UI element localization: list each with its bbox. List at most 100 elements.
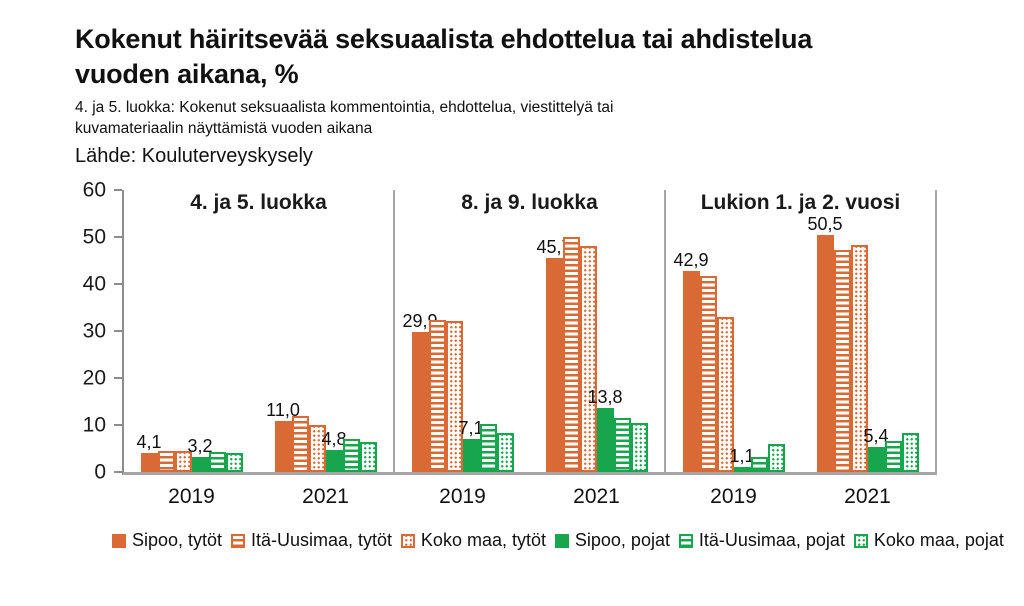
- bar-sipoo-tyt-t-2021: 45,7: [536, 238, 572, 473]
- bar-value-label: 4,8: [321, 428, 347, 449]
- y-tick-mark: [114, 330, 122, 333]
- legend-label: Koko maa, pojat: [873, 530, 1004, 551]
- bar-sipoo-pojat-2019: 7,1: [458, 419, 484, 473]
- bar-group-2019: 29,9 7,1 2019: [402, 312, 514, 508]
- bar-it-uusimaa-tyt-t-2021: [833, 250, 851, 473]
- bar-group-2019: 42,9 1,1 2019: [673, 251, 785, 508]
- bar-value-label: 5,4: [863, 426, 889, 447]
- legend-item-koko-maa-pojat: Koko maa, pojat: [853, 530, 1004, 551]
- bar-it-uusimaa-pojat-2019: [750, 456, 768, 473]
- panel-lukion-1-ja-2-vuosi: Lukion 1. ja 2. vuosi 42,9 1,1 2019 50,5 5,4 2…: [666, 190, 937, 508]
- bar-koko-maa-pojat-2021: [359, 442, 377, 473]
- plot-area: 4. ja 5. luokka 4,1 3,2 2019 11,0 4,8 2021 8. j…: [122, 190, 937, 508]
- bar-sipoo-pojat-2019: 3,2: [187, 437, 213, 473]
- bar-group-2021: 45,7 13,8 2021: [536, 237, 648, 508]
- bar-koko-maa-tyt-t-2019: [174, 450, 192, 473]
- bar-sipoo-tyt-t-2019: 4,1: [136, 433, 162, 473]
- panel-title: 8. ja 9. luokka: [461, 191, 598, 215]
- legend-swatch-sipoo-pojat: [554, 533, 569, 548]
- bar-it-uusimaa-tyt-t-2019: [699, 275, 717, 473]
- bar-it-uusimaa-pojat-2019: [479, 424, 497, 473]
- legend-swatch-sipoo-tyt-t: [112, 533, 126, 548]
- legend-item-sipoo-pojat: Sipoo, pojat: [554, 530, 670, 551]
- y-tick-mark: [114, 424, 122, 427]
- source-label: Lähde: Kouluterveyskysely: [75, 145, 313, 168]
- legend-label: Itä-Uusimaa, tytöt: [250, 530, 393, 551]
- legend-label: Koko maa, tytöt: [420, 530, 546, 551]
- page-subtitle: 4. ja 5. luokka: Kokenut seksuaalista ko…: [75, 99, 614, 137]
- bar-value-label: 1,1: [729, 446, 755, 467]
- legend-swatch-koko-maa-pojat: [853, 533, 868, 548]
- bar-koko-maa-pojat-2021: [901, 433, 919, 473]
- bar-it-uusimaa-tyt-t-2019: [428, 320, 446, 473]
- panel-title: 4. ja 5. luokka: [190, 191, 327, 215]
- bar-koko-maa-tyt-t-2021: [850, 245, 868, 473]
- bar-it-uusimaa-tyt-t-2021: [562, 237, 580, 473]
- y-tick-label: 20: [82, 366, 106, 390]
- legend-swatch-koko-maa-tyt-t: [400, 533, 415, 548]
- bar-it-uusimaa-pojat-2021: [884, 440, 902, 473]
- bar-it-uusimaa-pojat-2019: [208, 452, 226, 473]
- bar-value-label: 50,5: [807, 214, 843, 235]
- bar-it-uusimaa-pojat-2021: [342, 438, 360, 473]
- bar-value-label: 13,8: [587, 386, 623, 407]
- x-tick-label-2019: 2019: [710, 485, 757, 509]
- bar-koko-maa-pojat-2019: [496, 433, 514, 473]
- y-tick-mark: [114, 236, 122, 239]
- bar-sipoo-tyt-t-2019: 42,9: [673, 251, 709, 473]
- y-tick-mark: [114, 283, 122, 286]
- bar-sipoo-pojat-2021: 13,8: [587, 388, 623, 473]
- bar-value-label: 11,0: [266, 399, 300, 420]
- bar-koko-maa-tyt-t-2021: [579, 245, 597, 473]
- y-tick-mark: [114, 189, 122, 192]
- y-tick-label: 30: [82, 319, 106, 343]
- bar-group-2021: 11,0 4,8 2021: [266, 401, 377, 508]
- y-tick-label: 60: [82, 178, 106, 202]
- bar-group-2021: 50,5 5,4 2021: [807, 215, 919, 508]
- bar-sipoo-tyt-t-2021: 50,5: [807, 215, 843, 473]
- y-tick-mark: [114, 377, 122, 380]
- bar-it-uusimaa-tyt-t-2021: [291, 416, 309, 473]
- chart: 0 10 20 30 40 50 60 4. ja 5. luokka 4,1 3,2 2019 1…: [75, 180, 937, 508]
- x-tick-label-2021: 2021: [573, 485, 620, 509]
- bar-sipoo-tyt-t-2019: 29,9: [402, 312, 438, 473]
- bar-koko-maa-tyt-t-2019: [716, 317, 734, 473]
- bar-it-uusimaa-tyt-t-2019: [157, 450, 175, 473]
- legend-swatch-it-uusimaa-tyt-t: [230, 533, 245, 548]
- legend-label: Sipoo, pojat: [574, 530, 670, 551]
- bar-sipoo-tyt-t-2021: 11,0: [266, 401, 300, 473]
- x-tick-label-2021: 2021: [302, 485, 349, 509]
- legend: Sipoo, tytöt Itä-Uusimaa, tytöt Koko maa, …: [112, 530, 1004, 551]
- bar-value-label: 4,1: [136, 432, 162, 453]
- legend-swatch-it-uusimaa-pojat: [678, 533, 693, 548]
- legend-item-it-uusimaa-pojat: Itä-Uusimaa, pojat: [678, 530, 845, 551]
- y-tick-mark: [114, 471, 122, 474]
- bar-koko-maa-tyt-t-2019: [445, 321, 463, 473]
- y-tick-label: 50: [82, 225, 106, 249]
- x-tick-label-2019: 2019: [168, 485, 215, 509]
- bar-koko-maa-pojat-2019: [767, 444, 785, 473]
- x-tick-label-2021: 2021: [844, 485, 891, 509]
- y-axis: 0 10 20 30 40 50 60: [75, 180, 122, 483]
- panel-8-ja-9-luokka: 8. ja 9. luokka 29,9 7,1 2019 45,7 13,8 2021: [395, 190, 666, 508]
- legend-label: Sipoo, tytöt: [132, 530, 223, 551]
- x-tick-label-2019: 2019: [439, 485, 486, 509]
- legend-item-it-uusimaa-tyt-t: Itä-Uusimaa, tytöt: [230, 530, 393, 551]
- bar-it-uusimaa-pojat-2021: [613, 417, 631, 473]
- bar-group-2019: 4,1 3,2 2019: [136, 433, 243, 508]
- bar-value-label: 3,2: [187, 436, 213, 457]
- bar-sipoo-pojat-2021: 4,8: [321, 430, 347, 473]
- legend-item-sipoo-tyt-t: Sipoo, tytöt: [112, 530, 222, 551]
- legend-label: Itä-Uusimaa, pojat: [698, 530, 845, 551]
- y-tick-label: 10: [82, 413, 106, 437]
- panel-4-ja-5-luokka: 4. ja 5. luokka 4,1 3,2 2019 11,0 4,8 2021: [124, 190, 395, 508]
- bar-sipoo-pojat-2021: 5,4: [863, 427, 889, 473]
- y-tick-label: 40: [82, 272, 106, 296]
- bar-value-label: 42,9: [673, 249, 709, 270]
- panel-title: Lukion 1. ja 2. vuosi: [700, 191, 901, 215]
- bar-sipoo-pojat-2019: 1,1: [729, 447, 755, 473]
- bar-value-label: 7,1: [458, 418, 484, 439]
- legend-item-koko-maa-tyt-t: Koko maa, tytöt: [400, 530, 546, 551]
- y-tick-label: 0: [94, 460, 106, 484]
- bar-koko-maa-pojat-2019: [225, 452, 243, 473]
